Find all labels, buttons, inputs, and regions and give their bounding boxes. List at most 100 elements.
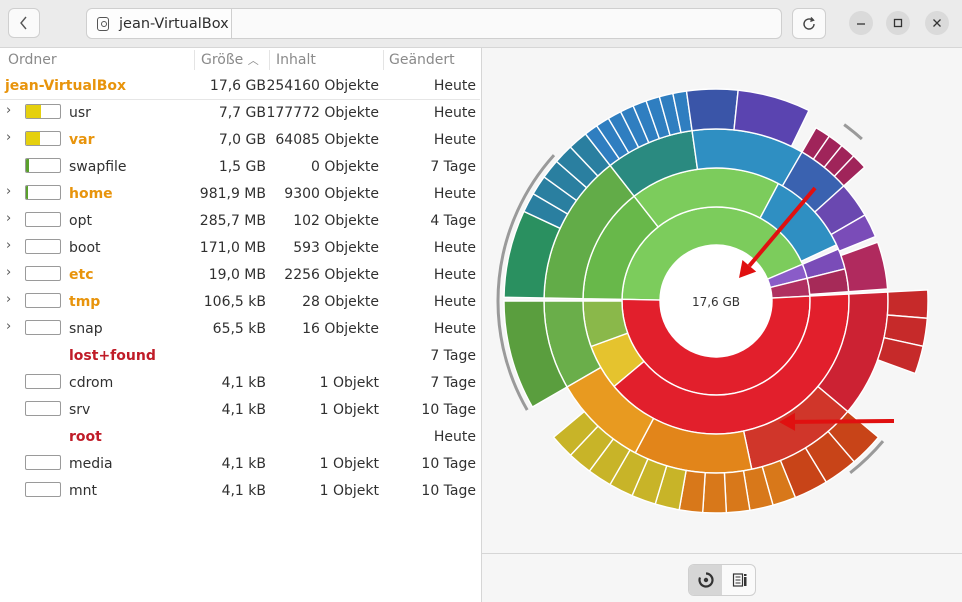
- row-size: 171,0 MB: [199, 240, 266, 256]
- row-size: 4,1 kB: [221, 402, 266, 418]
- sort-ascending-icon: ︿: [247, 54, 259, 67]
- tree-row[interactable]: swapfile 1,5 GB 0 Objekte 7 Tage: [0, 153, 480, 180]
- tree-row[interactable]: root Heute: [0, 423, 480, 450]
- row-name: snap: [69, 321, 103, 337]
- segment-deep-k[interactable]: [552, 410, 599, 457]
- row-name: media: [69, 456, 113, 472]
- path-segment-root[interactable]: jean-VirtualBox: [87, 9, 232, 38]
- row-changed: 7 Tage: [430, 159, 476, 175]
- row-size: 7,0 GB: [218, 132, 266, 148]
- annotation-arrow-segment: [779, 412, 895, 431]
- row-name: opt: [69, 213, 92, 229]
- chart-pane: 17,6 GB: [481, 48, 962, 602]
- tree-row[interactable]: srv 4,1 kB 1 Objekt 10 Tage: [0, 396, 480, 423]
- row-changed: Heute: [433, 321, 476, 337]
- expander-icon[interactable]: ›: [6, 211, 12, 226]
- row-size: 106,5 kB: [203, 294, 266, 310]
- tree-row-root[interactable]: jean-VirtualBox 17,6 GB 254160 Objekte H…: [0, 72, 480, 100]
- row-content: 593 Objekte: [293, 240, 379, 256]
- segment-deep-a[interactable]: [503, 300, 568, 408]
- tree-row[interactable]: media 4,1 kB 1 Objekt 10 Tage: [0, 450, 480, 477]
- column-size[interactable]: Größe ︿: [201, 52, 259, 68]
- column-content[interactable]: Inhalt: [276, 52, 316, 68]
- back-button[interactable]: [8, 8, 40, 38]
- size-bar: [25, 482, 61, 497]
- reload-button[interactable]: [792, 8, 826, 39]
- maximize-button[interactable]: [886, 11, 910, 35]
- row-changed: Heute: [433, 132, 476, 148]
- tree-row[interactable]: › var 7,0 GB 64085 Objekte Heute: [0, 126, 480, 153]
- row-content: 1 Objekt: [319, 402, 379, 418]
- tree-row[interactable]: › home 981,9 MB 9300 Objekte Heute: [0, 180, 480, 207]
- column-changed[interactable]: Geändert: [389, 52, 455, 68]
- row-content: 2256 Objekte: [284, 267, 379, 283]
- tree-row[interactable]: › snap 65,5 kB 16 Objekte Heute: [0, 315, 480, 342]
- rings-view-button[interactable]: [689, 565, 722, 595]
- expander-icon[interactable]: ›: [6, 319, 12, 334]
- overflow-rim: [849, 440, 885, 474]
- row-size: 4,1 kB: [221, 456, 266, 472]
- tree-row[interactable]: cdrom 4,1 kB 1 Objekt 7 Tage: [0, 369, 480, 396]
- size-bar: [25, 401, 61, 416]
- rings-chart[interactable]: 17,6 GB: [482, 48, 962, 554]
- row-name: home: [69, 186, 113, 202]
- expander-icon[interactable]: ›: [6, 184, 12, 199]
- segment-opt-a[interactable]: [840, 241, 889, 293]
- segment-home-a[interactable]: [830, 214, 877, 253]
- expander-icon[interactable]: ›: [6, 130, 12, 145]
- minimize-button[interactable]: [849, 11, 873, 35]
- segment-deep-e[interactable]: [685, 88, 739, 132]
- disk-icon: [97, 16, 109, 31]
- expander-icon[interactable]: ›: [6, 292, 12, 307]
- expander-icon[interactable]: ›: [6, 238, 12, 253]
- row-size: 19,0 MB: [208, 267, 266, 283]
- path-bar: jean-VirtualBox: [86, 8, 782, 39]
- tree-row[interactable]: › opt 285,7 MB 102 Objekte 4 Tage: [0, 207, 480, 234]
- header-bar: jean-VirtualBox: [0, 0, 962, 48]
- size-bar: [25, 158, 61, 173]
- size-bar: [25, 131, 61, 146]
- row-changed: 10 Tage: [421, 456, 476, 472]
- tree-row[interactable]: › boot 171,0 MB 593 Objekte Heute: [0, 234, 480, 261]
- treemap-view-button[interactable]: [723, 565, 755, 595]
- column-size-label: Größe: [201, 52, 244, 68]
- tree-row[interactable]: mnt 4,1 kB 1 Objekt 10 Tage: [0, 477, 480, 504]
- close-button[interactable]: [925, 11, 949, 35]
- tree-row[interactable]: › etc 19,0 MB 2256 Objekte Heute: [0, 261, 480, 288]
- row-size: 981,9 MB: [199, 186, 266, 202]
- row-changed: Heute: [433, 105, 476, 121]
- segment-deep-g[interactable]: [833, 154, 866, 187]
- tree-row[interactable]: › usr 7,7 GB 177772 Objekte Heute: [0, 99, 480, 126]
- column-folder[interactable]: Ordner: [8, 52, 57, 68]
- row-changed: Heute: [433, 267, 476, 283]
- expander-icon[interactable]: ›: [6, 103, 12, 118]
- row-name: swapfile: [69, 159, 127, 175]
- tree-row[interactable]: lost+found 7 Tage: [0, 342, 480, 369]
- center-size-label: 17,6 GB: [692, 295, 740, 309]
- size-bar: [25, 239, 61, 254]
- size-bar: [25, 374, 61, 389]
- row-changed: 7 Tage: [430, 375, 476, 391]
- size-bar: [25, 212, 61, 227]
- segment-deep-h[interactable]: [886, 289, 929, 320]
- row-name: boot: [69, 240, 101, 256]
- folder-tree: Ordner Größe ︿ Inhalt Geändert jean-Virt…: [0, 48, 480, 602]
- row-changed: 4 Tage: [430, 213, 476, 229]
- row-name: lost+found: [69, 348, 156, 364]
- row-content: 64085 Objekte: [275, 132, 379, 148]
- row-name: etc: [69, 267, 94, 283]
- rings-chart-icon: [697, 572, 714, 588]
- close-icon: [933, 19, 941, 27]
- column-header: Ordner Größe ︿ Inhalt Geändert: [0, 48, 480, 72]
- row-content: 102 Objekte: [293, 213, 379, 229]
- segment-deep-h[interactable]: [876, 336, 924, 375]
- overflow-rim: [843, 123, 863, 141]
- path-segment-label: jean-VirtualBox: [119, 15, 229, 32]
- row-content: 0 Objekte: [311, 159, 379, 175]
- row-content: 16 Objekte: [302, 321, 379, 337]
- segment-deep-j[interactable]: [701, 471, 728, 514]
- segment-deep-f[interactable]: [733, 89, 810, 148]
- size-bar: [25, 293, 61, 308]
- expander-icon[interactable]: ›: [6, 265, 12, 280]
- tree-row[interactable]: › tmp 106,5 kB 28 Objekte Heute: [0, 288, 480, 315]
